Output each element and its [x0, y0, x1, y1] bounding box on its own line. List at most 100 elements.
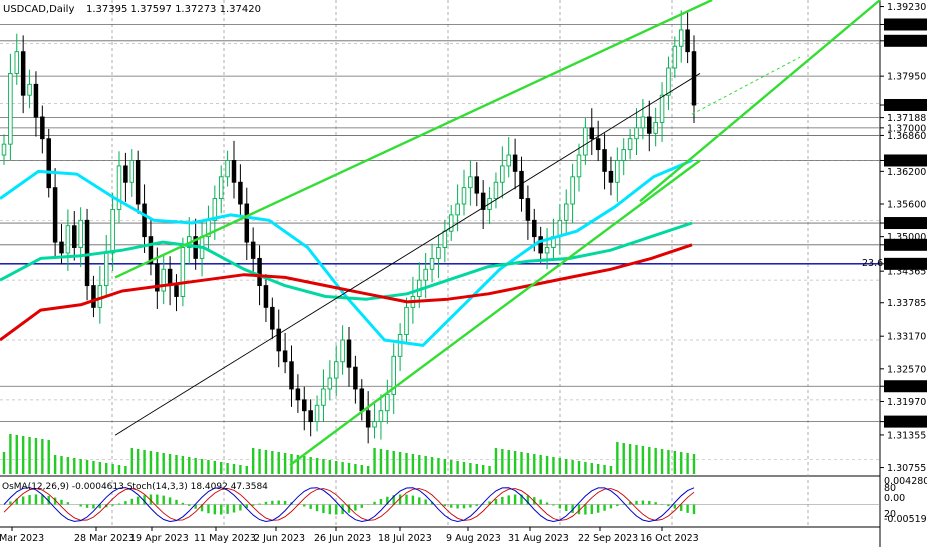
fib-level-label: 23.6: [862, 258, 883, 269]
volume-bar: [552, 457, 555, 474]
candle-body: [608, 170, 614, 183]
candle: [27, 69, 32, 109]
volume-bar: [577, 461, 581, 474]
candle-body: [615, 160, 620, 183]
osma-bar: [239, 504, 242, 511]
osma-bar: [143, 495, 146, 505]
candle-body: [218, 176, 224, 200]
candle-body: [116, 165, 122, 210]
candle-body: [257, 257, 262, 287]
osma-bar: [347, 504, 351, 513]
indicator-tick-label: 0.004280: [884, 476, 927, 487]
candle-body: [14, 51, 20, 74]
osma-bar: [641, 500, 645, 505]
candle: [385, 379, 390, 424]
candle-body: [270, 306, 275, 330]
osma-bar: [526, 495, 530, 505]
volume-bar: [424, 456, 427, 474]
volume-bar: [347, 463, 351, 474]
volume-bar: [341, 462, 344, 474]
price-tick-label: 1.35600: [887, 200, 926, 211]
volume-bar: [188, 457, 191, 474]
candle: [148, 218, 154, 276]
volume-bar: [283, 453, 287, 474]
volume-bar: [200, 459, 204, 474]
osma-bar: [673, 504, 677, 509]
osma-bar: [156, 494, 159, 505]
date-label: 11 May 2023: [194, 533, 256, 544]
candle-body: [538, 236, 543, 254]
candle-body: [333, 361, 339, 379]
date-label: 22 Sep 2023: [578, 533, 638, 544]
candle-body: [621, 149, 626, 161]
volume-bar: [315, 458, 319, 474]
price-tick-label: 1.34850: [887, 240, 926, 251]
volume-bar: [584, 462, 587, 474]
volume-bar: [430, 457, 434, 474]
volume-bar: [513, 451, 517, 474]
candle-body: [378, 410, 384, 423]
candle-body: [525, 198, 531, 221]
osma-bar: [175, 499, 178, 505]
volume-histogram: [2, 434, 696, 474]
osma-bar: [443, 504, 447, 507]
candle: [346, 326, 352, 387]
osma-bar: [92, 504, 95, 509]
price-tick-label: 1.36860: [887, 131, 926, 142]
candle-body: [308, 410, 313, 423]
trend-channel: [114, 0, 881, 467]
volume-bar: [156, 452, 159, 474]
volume-bar: [379, 449, 383, 474]
volume-bar: [105, 463, 108, 474]
candle-body: [263, 285, 269, 308]
osma-bar: [686, 504, 689, 513]
candle: [570, 163, 575, 224]
candle: [621, 138, 626, 176]
volume-bar: [641, 446, 645, 474]
candle-body: [302, 399, 307, 412]
candle: [231, 140, 237, 199]
candle: [480, 180, 486, 230]
volume-bar: [303, 456, 306, 474]
osma-bar: [303, 504, 306, 507]
volume-bar: [507, 450, 510, 474]
osma-bar: [373, 501, 376, 505]
candle: [506, 137, 511, 178]
candle-body: [666, 67, 671, 96]
osma-bar: [9, 501, 12, 505]
candle-body: [1, 143, 7, 156]
candle: [116, 151, 122, 223]
candle: [1, 134, 7, 165]
candle: [314, 395, 320, 432]
candle: [33, 71, 39, 137]
osma-bar: [309, 504, 312, 509]
candle: [500, 146, 505, 199]
price-tick-label: 1.38900: [887, 20, 926, 31]
stoch-signal-line: [3, 488, 695, 521]
volume-bar: [226, 463, 229, 474]
price-highlight-box: [884, 34, 927, 47]
price-tick-label: 1.38600: [887, 36, 926, 47]
volume-bar: [168, 454, 172, 474]
volume-bar: [162, 453, 165, 474]
osma-bar: [117, 503, 121, 505]
candle: [608, 156, 614, 196]
volume-bar: [405, 453, 408, 474]
candle-body: [359, 388, 365, 412]
candle: [365, 391, 371, 444]
osma-bar: [603, 504, 606, 511]
price-highlight-box: [884, 238, 927, 251]
volume-bar: [609, 466, 613, 474]
osma-bar: [609, 504, 613, 509]
candle: [225, 150, 230, 187]
osma-bar: [507, 495, 510, 505]
candle-body: [589, 127, 595, 140]
volume-bar: [456, 461, 459, 474]
candle: [321, 369, 326, 422]
volume-bar: [494, 448, 498, 474]
candle-body: [480, 192, 486, 210]
volume-bar: [328, 460, 332, 474]
osma-bar: [596, 504, 600, 513]
price-tick-label: 1.31355: [887, 430, 926, 441]
candle-body: [544, 247, 550, 254]
